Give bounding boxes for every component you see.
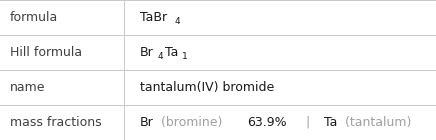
Text: Hill formula: Hill formula xyxy=(10,46,82,59)
Text: Ta: Ta xyxy=(324,116,337,129)
Text: 63.9%: 63.9% xyxy=(247,116,286,129)
Text: (tantalum): (tantalum) xyxy=(341,116,416,129)
Text: mass fractions: mass fractions xyxy=(10,116,101,129)
Text: formula: formula xyxy=(10,11,58,24)
Text: (bromine): (bromine) xyxy=(157,116,227,129)
Text: Ta: Ta xyxy=(164,46,178,59)
Text: Br: Br xyxy=(140,116,153,129)
Text: 1: 1 xyxy=(182,52,187,61)
Text: 4: 4 xyxy=(157,52,163,61)
Text: tantalum(IV) bromide: tantalum(IV) bromide xyxy=(140,81,274,94)
Text: TaBr: TaBr xyxy=(140,11,167,24)
Text: 4: 4 xyxy=(174,17,180,26)
Text: |: | xyxy=(298,116,318,129)
Text: Br: Br xyxy=(140,46,153,59)
Text: name: name xyxy=(10,81,45,94)
